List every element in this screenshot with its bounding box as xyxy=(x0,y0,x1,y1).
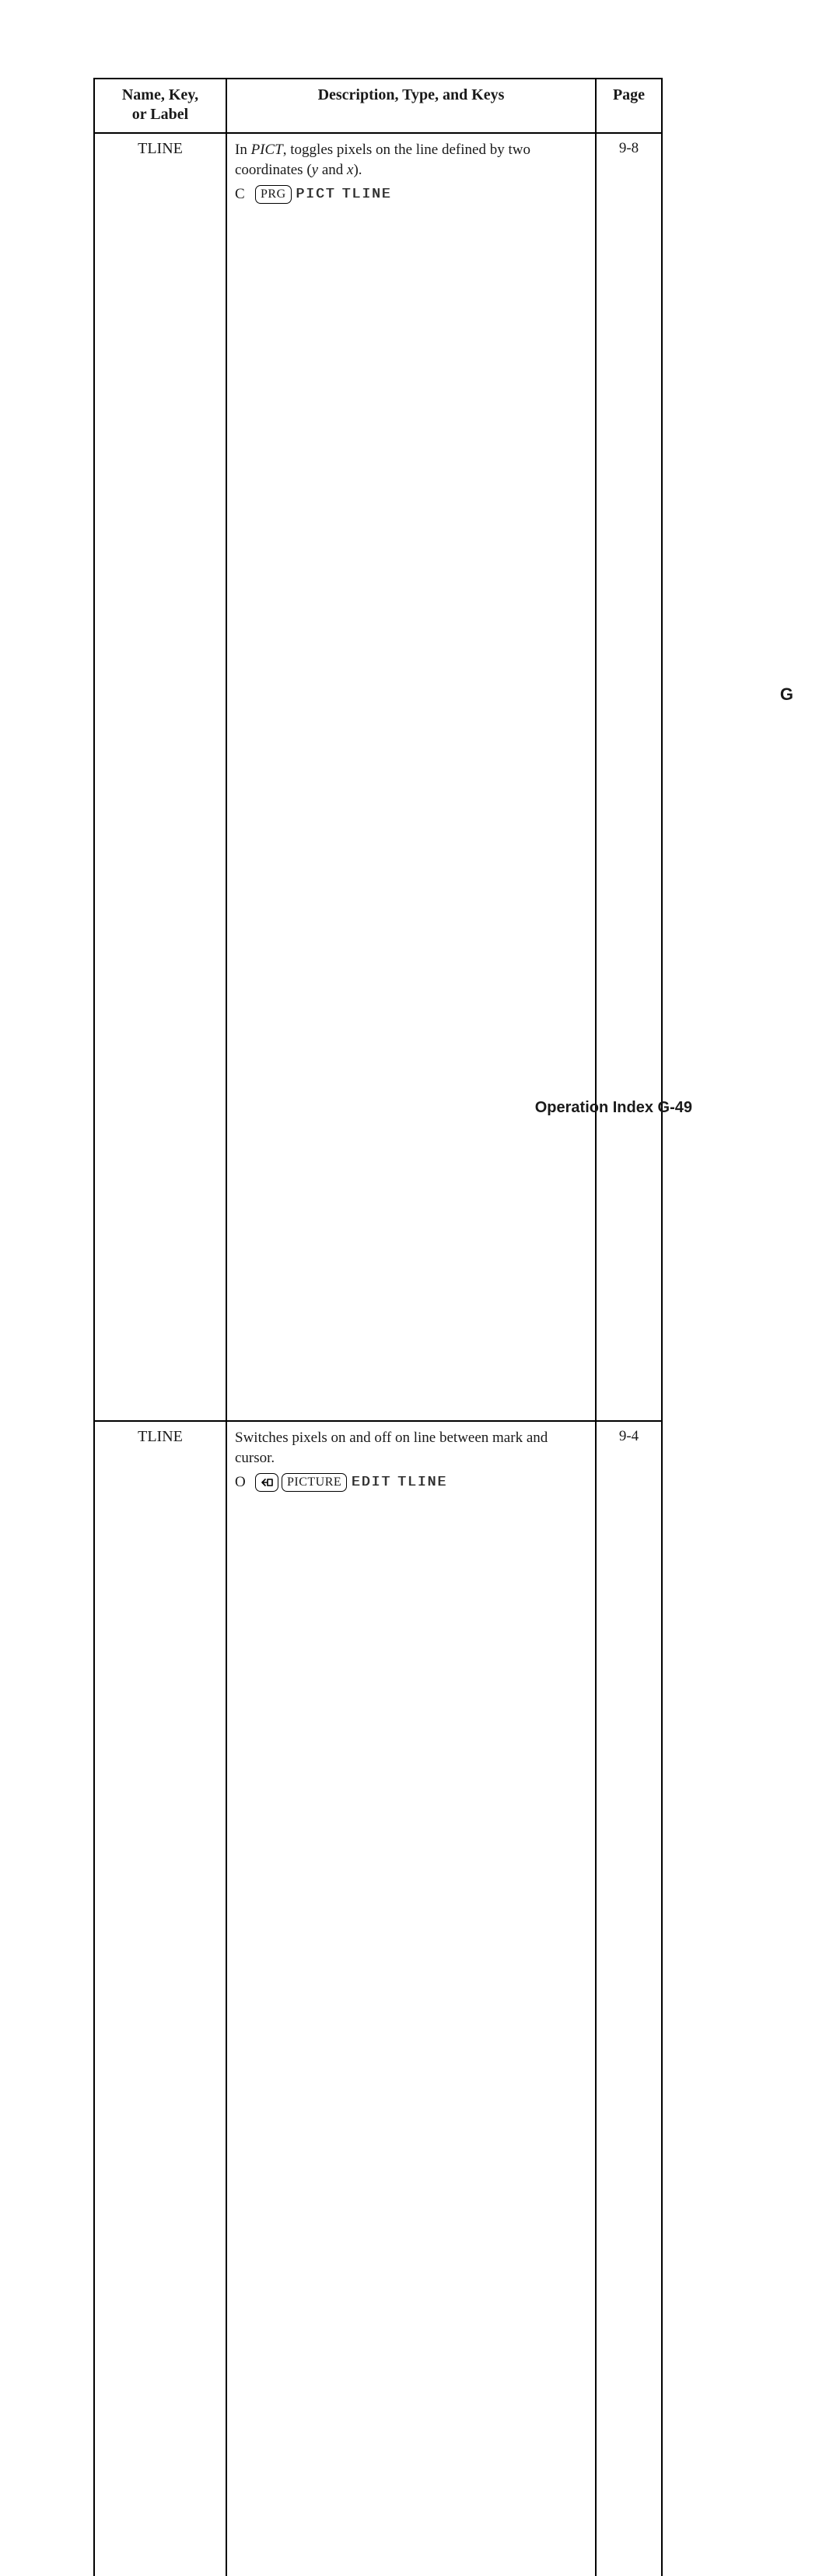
op-desc-text: In PICT, toggles pixels on the line defi… xyxy=(235,140,587,180)
shift-key-icon xyxy=(255,1473,278,1492)
page-footer: Operation Index G-49 xyxy=(535,1099,692,1117)
hard-key: PRG xyxy=(255,185,292,204)
col-page-header: Page xyxy=(596,79,662,133)
hard-key: PICTURE xyxy=(282,1473,347,1492)
op-type: C xyxy=(235,184,252,205)
op-key-sequence: CPRGPICTTLINE xyxy=(235,184,587,205)
menu-key: EDIT xyxy=(350,1473,393,1492)
op-page: 9-4 xyxy=(596,1421,662,2576)
section-letter: G xyxy=(780,684,793,705)
op-key-sequence: O PICTUREEDITTLINE xyxy=(235,1472,587,1493)
op-description: Switches pixels on and off on line betwe… xyxy=(226,1421,596,2576)
op-page: 9-8 xyxy=(596,133,662,1421)
op-description: In PICT, toggles pixels on the line defi… xyxy=(226,133,596,1421)
menu-key: TLINE xyxy=(341,185,394,204)
table-row: TLINESwitches pixels on and off on line … xyxy=(94,1421,662,2576)
col-name-header: Name, Key,or Label xyxy=(94,79,226,133)
op-type: O xyxy=(235,1472,252,1493)
op-name: TLINE xyxy=(94,133,226,1421)
op-name: TLINE xyxy=(94,1421,226,2576)
menu-key: TLINE xyxy=(396,1473,449,1492)
menu-key: PICT xyxy=(295,185,338,204)
operation-index-table: Name, Key,or Label Description, Type, an… xyxy=(93,78,663,2576)
op-desc-text: Switches pixels on and off on line betwe… xyxy=(235,1428,587,1468)
col-desc-header: Description, Type, and Keys xyxy=(226,79,596,133)
table-row: TLINEIn PICT, toggles pixels on the line… xyxy=(94,133,662,1421)
